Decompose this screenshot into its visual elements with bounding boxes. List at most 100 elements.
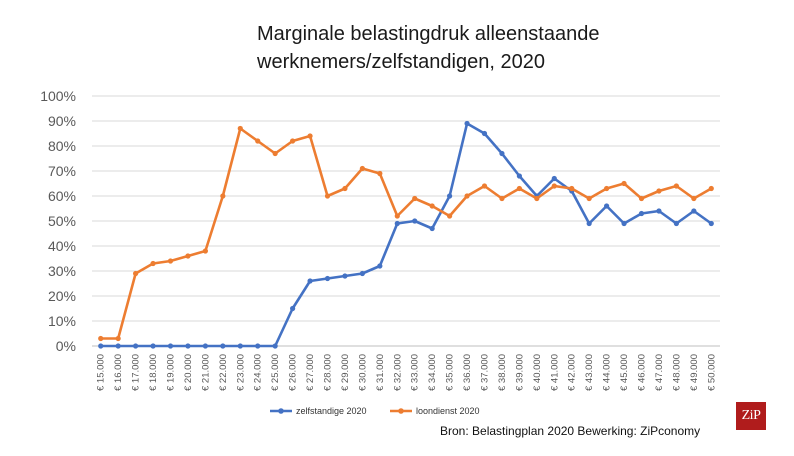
source-note: Bron: Belastingplan 2020 Bewerking: ZiPc… (440, 424, 701, 438)
x-tick-label: € 19.000 (166, 354, 177, 391)
y-tick-label: 50% (48, 213, 76, 229)
data-point (324, 275, 331, 282)
data-point (708, 185, 714, 192)
x-tick-label: € 42.000 (567, 354, 578, 391)
data-point (307, 133, 313, 139)
data-point (412, 218, 418, 224)
data-point (150, 260, 156, 267)
data-point (569, 185, 575, 192)
x-tick-label: € 33.000 (410, 354, 421, 391)
data-point (708, 220, 714, 227)
data-point (237, 125, 243, 132)
x-tick-label: € 43.000 (584, 354, 595, 391)
data-point (342, 185, 348, 192)
x-tick-label: € 32.000 (392, 354, 403, 391)
x-tick-label: € 28.000 (323, 354, 334, 391)
chart-title-line-2: werknemers/zelfstandigen, 2020 (257, 51, 545, 73)
series-line-2 (99, 127, 713, 340)
x-tick-label: € 26.000 (288, 354, 299, 391)
y-tick-label: 0% (56, 338, 76, 354)
x-tick-label: € 48.000 (671, 354, 682, 391)
data-point (673, 220, 679, 227)
x-tick-label: € 21.000 (200, 354, 211, 391)
legend-marker-2 (398, 408, 404, 414)
data-point (98, 343, 104, 349)
data-point (220, 193, 226, 199)
data-point (133, 343, 139, 349)
data-point (499, 150, 505, 157)
x-tick-label: € 27.000 (305, 354, 316, 391)
data-point (691, 208, 697, 214)
x-tick-label: € 35.000 (445, 354, 456, 391)
data-point (290, 305, 296, 312)
data-point (290, 138, 296, 144)
data-point (115, 335, 121, 342)
data-point (551, 183, 557, 189)
data-point (202, 248, 208, 254)
data-point (447, 193, 453, 199)
data-point (359, 165, 365, 172)
y-tick-label: 90% (48, 113, 76, 129)
data-point (272, 343, 278, 349)
x-tick-label: € 29.000 (340, 354, 351, 391)
data-point (394, 220, 400, 227)
data-point (150, 343, 156, 349)
data-point (586, 195, 592, 202)
data-point (167, 343, 174, 349)
x-tick-label: € 15.000 (96, 354, 107, 391)
data-point (551, 175, 557, 182)
y-tick-label: 70% (48, 163, 76, 179)
data-point (516, 173, 522, 179)
zip-logo: ZiP (736, 402, 766, 430)
chart-title-line-1: Marginale belastingdruk alleenstaande (257, 23, 600, 45)
x-tick-label: € 37.000 (480, 354, 491, 391)
data-point (464, 193, 470, 199)
data-point (604, 203, 610, 209)
x-tick-label: € 17.000 (131, 354, 142, 391)
data-point (115, 343, 121, 349)
data-point (272, 150, 278, 157)
data-point (255, 138, 261, 144)
x-tick-label: € 49.000 (689, 354, 700, 391)
data-point (220, 343, 226, 349)
x-tick-label: € 23.000 (235, 354, 246, 391)
y-tick-label: 30% (48, 263, 76, 279)
data-point (342, 273, 348, 279)
y-tick-label: 60% (48, 188, 76, 204)
series-line-1 (99, 122, 713, 348)
data-point (133, 270, 139, 277)
y-tick-label: 80% (48, 138, 76, 154)
x-tick-label: € 39.000 (514, 354, 525, 391)
x-tick-label: € 25.000 (270, 354, 281, 391)
x-tick-label: € 18.000 (148, 354, 159, 391)
data-point (691, 195, 697, 202)
y-tick-label: 100% (40, 88, 76, 104)
y-tick-label: 40% (48, 238, 76, 254)
y-tick-label: 10% (48, 313, 76, 329)
data-point (412, 195, 418, 202)
data-point (656, 208, 662, 214)
data-point (255, 343, 261, 349)
data-point (481, 130, 488, 137)
data-point (202, 343, 208, 349)
data-point (237, 343, 243, 349)
x-tick-label: € 20.000 (183, 354, 194, 391)
data-point (638, 195, 645, 202)
data-point (656, 188, 662, 194)
chart-title: Marginale belastingdruk alleenstaande we… (257, 20, 677, 76)
data-point (481, 183, 488, 189)
data-point (429, 203, 435, 209)
x-tick-label: € 24.000 (253, 354, 264, 391)
x-tick-label: € 45.000 (619, 354, 630, 391)
x-tick-label: € 34.000 (427, 354, 438, 391)
x-tick-label: € 46.000 (637, 354, 648, 391)
data-point (377, 263, 383, 269)
x-tick-label: € 40.000 (532, 354, 543, 391)
data-point (394, 213, 400, 219)
data-point (307, 278, 313, 284)
data-point (673, 183, 679, 189)
x-tick-label: € 38.000 (497, 354, 508, 391)
data-point (499, 195, 505, 202)
x-tick-label: € 50.000 (706, 354, 717, 391)
